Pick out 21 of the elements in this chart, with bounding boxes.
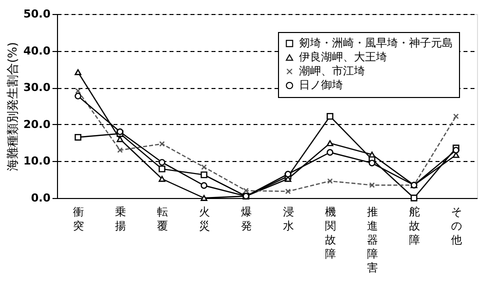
legend-label: 剱埼・洲崎・風早埼・神子元島	[299, 36, 453, 50]
x-tick-label: その他	[451, 206, 462, 246]
x-tick-label: 火災	[199, 206, 210, 232]
legend-label: 潮岬、市江埼	[299, 64, 365, 78]
y-tick-label: 40.0	[23, 44, 51, 58]
x-tick-label: 推進器障害	[367, 206, 378, 274]
y-tick-label: 10.0	[23, 154, 51, 168]
x-tick-label: 転覆	[157, 206, 168, 232]
x-tick-label: 爆発	[241, 206, 252, 232]
y-tick-label: 20.0	[23, 118, 51, 131]
y-tick-label: 0.0	[31, 192, 51, 204]
y-axis-title: 海難種類別発生割合(%)	[5, 42, 20, 171]
x-tick-label: 乗揚	[115, 206, 126, 232]
y-tick-label: 50.0	[23, 8, 51, 20]
x-tick-label: 浸水	[283, 206, 294, 232]
legend-label: 日ノ御埼	[299, 78, 343, 92]
x-tick-label: 機関故障	[325, 206, 336, 260]
legend-label: 伊良湖岬、大王埼	[299, 50, 387, 64]
x-tick-label: 衝突	[73, 206, 84, 232]
x-tick-label: 舵故障	[409, 206, 420, 246]
y-tick-label: 30.0	[23, 81, 51, 94]
